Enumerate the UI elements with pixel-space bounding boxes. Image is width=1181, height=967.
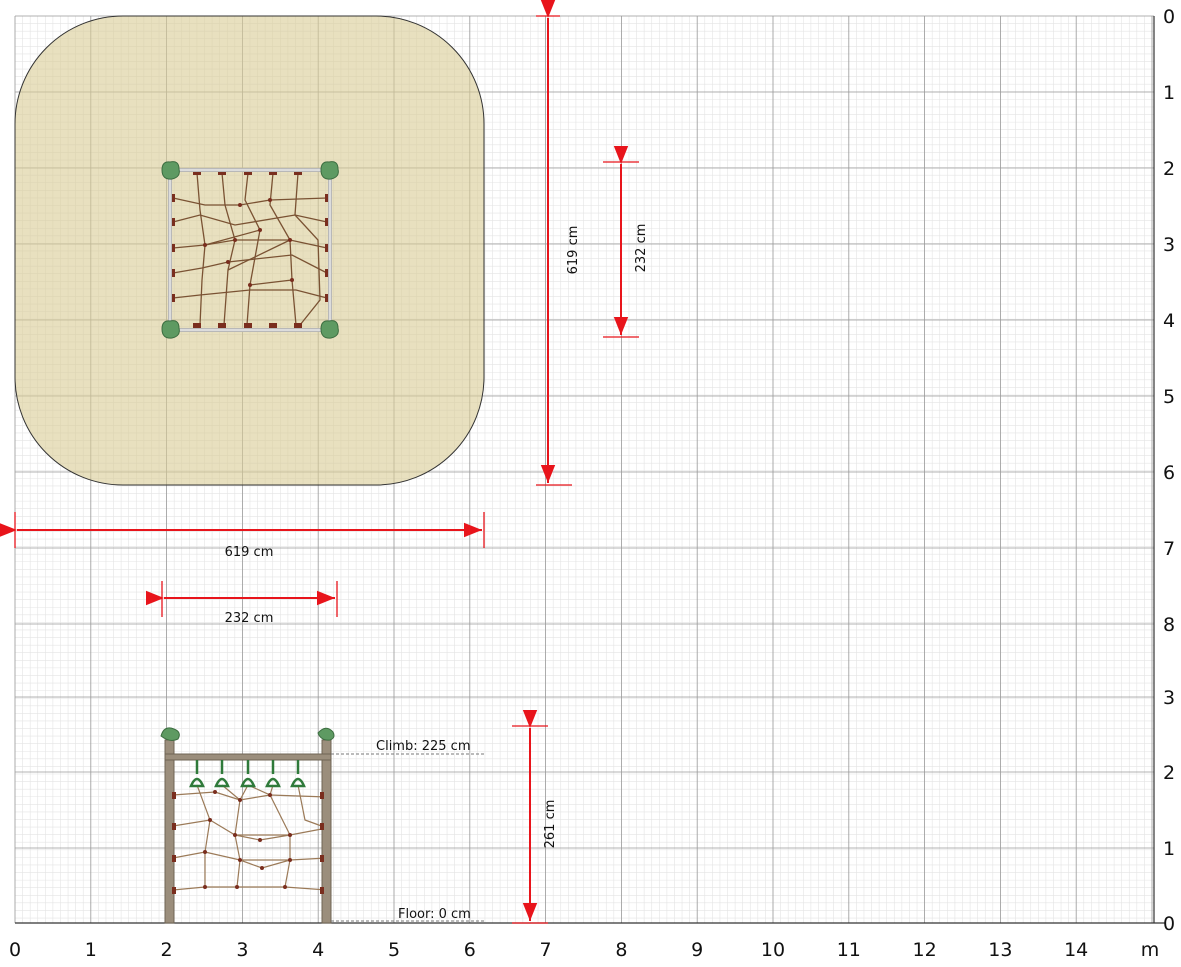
elevation-view-frame <box>160 727 335 924</box>
left-post <box>164 739 175 924</box>
hanging-handles <box>189 760 306 788</box>
x-tick-label: 2 <box>161 939 173 961</box>
x-tick-label: 4 <box>312 939 324 961</box>
dimension-label-frame-height: 232 cm <box>634 224 649 273</box>
x-tick-label: 12 <box>913 939 937 961</box>
elevation-y-tick-label: 2 <box>1163 762 1175 784</box>
right-post <box>321 739 332 924</box>
plan-y-tick-label: 7 <box>1163 538 1175 560</box>
plan-view-frame <box>161 161 339 339</box>
x-tick-label: 1 <box>85 939 97 961</box>
floor-height-label: Floor: 0 cm <box>398 907 471 922</box>
x-tick-label: 8 <box>615 939 627 961</box>
plan-anchors <box>170 170 330 328</box>
top-bar <box>164 753 332 761</box>
grid-major <box>14 15 1166 924</box>
dimension-label-total-height: 261 cm <box>543 800 558 849</box>
plan-y-tick-label: 2 <box>1163 158 1175 180</box>
dimension-label-safety-height: 619 cm <box>566 226 581 275</box>
x-tick-label: 7 <box>540 939 552 961</box>
elevation-canopies <box>160 727 335 741</box>
x-axis: 0 1 2 3 4 5 6 7 8 9 10 11 12 13 14 m <box>9 939 1159 961</box>
plan-canopies <box>161 161 339 339</box>
x-tick-label: 3 <box>236 939 248 961</box>
safety-zone <box>14 15 485 486</box>
climb-height-label: Climb: 225 cm <box>376 739 471 754</box>
y-axis-right: 0 1 2 3 4 5 6 7 8 3 2 1 0 <box>1163 6 1175 935</box>
dimension-label-frame-width: 232 cm <box>225 611 274 626</box>
elevation-y-tick-label: 0 <box>1163 913 1175 935</box>
elevation-y-tick-label: 3 <box>1163 687 1175 709</box>
dimension-label-safety-width: 619 cm <box>225 545 274 560</box>
x-tick-label: 9 <box>691 939 703 961</box>
plan-y-tick-label: 1 <box>1163 82 1175 104</box>
x-tick-label: 0 <box>9 939 21 961</box>
plan-y-tick-label: 0 <box>1163 6 1175 28</box>
x-tick-label: 6 <box>464 939 476 961</box>
plan-y-tick-label: 4 <box>1163 310 1175 332</box>
plan-y-tick-label: 3 <box>1163 234 1175 256</box>
plan-knots <box>203 198 294 287</box>
x-tick-label: 14 <box>1064 939 1088 961</box>
plan-y-tick-label: 5 <box>1163 386 1175 408</box>
dimensions <box>0 0 639 924</box>
x-tick-label: 13 <box>988 939 1012 961</box>
elevation-knots <box>203 790 292 889</box>
plan-y-tick-label: 6 <box>1163 462 1175 484</box>
elevation-y-tick-label: 1 <box>1163 838 1175 860</box>
x-tick-label: 11 <box>837 939 861 961</box>
plan-y-tick-label: 8 <box>1163 614 1175 636</box>
x-axis-unit: m <box>1141 939 1160 961</box>
x-tick-label: 10 <box>761 939 785 961</box>
x-tick-label: 5 <box>388 939 400 961</box>
